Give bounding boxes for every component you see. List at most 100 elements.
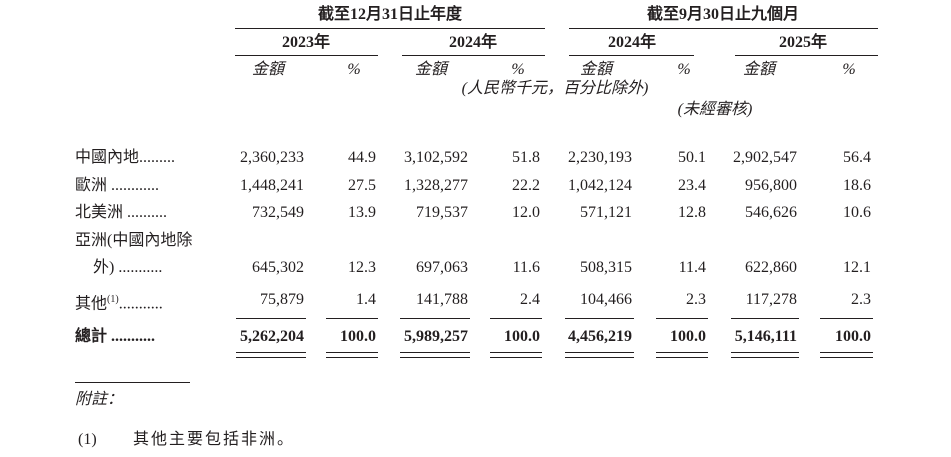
- total-value: 100.0: [504, 328, 540, 345]
- cell-value: 622,860: [745, 259, 797, 276]
- cell-value: 22.2: [512, 177, 540, 194]
- total-value: 100.0: [835, 328, 871, 345]
- cell-value: 1,448,241: [240, 177, 304, 194]
- cell-value: 645,302: [252, 259, 304, 276]
- unit-note: (人民幣千元，百分比除外): [461, 80, 649, 97]
- cell-value: 571,121: [580, 204, 632, 221]
- cell-value: 2,360,233: [240, 149, 304, 166]
- cell-value: 2.3: [851, 291, 871, 308]
- row-label: 歐洲 ............: [75, 177, 160, 194]
- row-label-cont: 外) ...........: [93, 259, 163, 276]
- row-label: 中國內地.........: [75, 149, 176, 166]
- cell-value: 3,102,592: [404, 149, 468, 166]
- notes-heading: 附註：: [75, 391, 124, 408]
- total-value: 4,456,219: [568, 328, 632, 345]
- cell-value: 104,466: [580, 291, 632, 308]
- subtotal-rule: [820, 318, 873, 319]
- cell-value: 56.4: [843, 149, 871, 166]
- cell-value: 13.9: [348, 204, 376, 221]
- cell-value: 1.4: [356, 291, 376, 308]
- cell-value: 697,063: [416, 259, 468, 276]
- total-double-rule: [820, 352, 873, 358]
- percent-col-header: %: [511, 61, 525, 78]
- cell-value: 12.1: [843, 259, 871, 276]
- year-rule: [235, 55, 378, 56]
- percent-col-header: %: [677, 61, 691, 78]
- subtotal-rule: [326, 318, 378, 319]
- total-double-rule: [326, 352, 378, 358]
- row-label: 亞洲(中國內地除: [75, 232, 193, 249]
- year-rule: [569, 55, 694, 56]
- cell-value: 12.8: [678, 204, 706, 221]
- cell-value: 508,315: [580, 259, 632, 276]
- cell-value: 956,800: [745, 177, 797, 194]
- percent-col-header: %: [347, 61, 361, 78]
- header-rule: [569, 28, 878, 29]
- cell-value: 10.6: [843, 204, 871, 221]
- footnote-rule: [75, 382, 190, 383]
- amount-col-header: 金額: [251, 61, 285, 78]
- amount-col-header: 金額: [414, 61, 448, 78]
- unaudited-note: (未經審核): [677, 101, 753, 118]
- footnote-marker: (1): [78, 431, 97, 448]
- year-header: 2024年: [607, 34, 657, 51]
- total-double-rule: [236, 352, 306, 358]
- cell-value: 141,788: [416, 291, 468, 308]
- row-label: 其他(1)...........: [75, 290, 163, 314]
- year-rule: [735, 55, 878, 56]
- total-double-rule: [400, 352, 470, 358]
- cell-value: 23.4: [678, 177, 706, 194]
- cell-value: 12.3: [348, 259, 376, 276]
- header-group-fiscal-year: 截至12月31日止年度: [317, 6, 463, 23]
- cell-value: 18.6: [843, 177, 871, 194]
- cell-value: 2,902,547: [733, 149, 797, 166]
- row-label-text: 其他: [75, 295, 108, 313]
- subtotal-rule: [565, 318, 634, 319]
- cell-value: 719,537: [416, 204, 468, 221]
- cell-value: 11.6: [512, 259, 540, 276]
- footnote-ref: (1): [107, 294, 119, 305]
- cell-value: 12.0: [512, 204, 540, 221]
- cell-value: 732,549: [252, 204, 304, 221]
- cell-value: 51.8: [512, 149, 540, 166]
- subtotal-rule: [400, 318, 470, 319]
- cell-value: 11.4: [678, 259, 706, 276]
- header-group-nine-months: 截至9月30日止九個月: [646, 6, 800, 23]
- cell-value: 27.5: [348, 177, 376, 194]
- cell-value: 1,042,124: [568, 177, 632, 194]
- total-value: 5,262,204: [240, 328, 304, 345]
- cell-value: 50.1: [678, 149, 706, 166]
- total-double-rule: [656, 352, 708, 358]
- subtotal-rule: [490, 318, 542, 319]
- cell-value: 117,278: [745, 291, 797, 308]
- row-label: 北美洲 ..........: [75, 204, 168, 221]
- total-value: 5,989,257: [404, 328, 468, 345]
- amount-col-header: 金額: [579, 61, 613, 78]
- cell-value: 2.4: [520, 291, 540, 308]
- header-rule: [235, 28, 545, 29]
- year-header: 2023年: [281, 34, 331, 51]
- cell-value: 2,230,193: [568, 149, 632, 166]
- cell-value: 44.9: [348, 149, 376, 166]
- subtotal-rule: [731, 318, 799, 319]
- subtotal-rule: [236, 318, 306, 319]
- subtotal-rule: [656, 318, 708, 319]
- total-double-rule: [731, 352, 799, 358]
- total-value: 100.0: [340, 328, 376, 345]
- total-value: 5,146,111: [734, 328, 797, 345]
- leader-dots: ...........: [118, 295, 163, 313]
- total-double-rule: [490, 352, 542, 358]
- year-header: 2025年: [778, 34, 828, 51]
- cell-value: 2.3: [686, 291, 706, 308]
- year-rule: [402, 55, 545, 56]
- percent-col-header: %: [842, 61, 856, 78]
- year-header: 2024年: [448, 34, 498, 51]
- total-double-rule: [565, 352, 634, 358]
- footnote-text: 其他主要包括非洲。: [133, 431, 296, 448]
- cell-value: 546,626: [745, 204, 797, 221]
- amount-col-header: 金額: [742, 61, 776, 78]
- cell-value: 75,879: [260, 291, 304, 308]
- cell-value: 1,328,277: [404, 177, 468, 194]
- total-value: 100.0: [670, 328, 706, 345]
